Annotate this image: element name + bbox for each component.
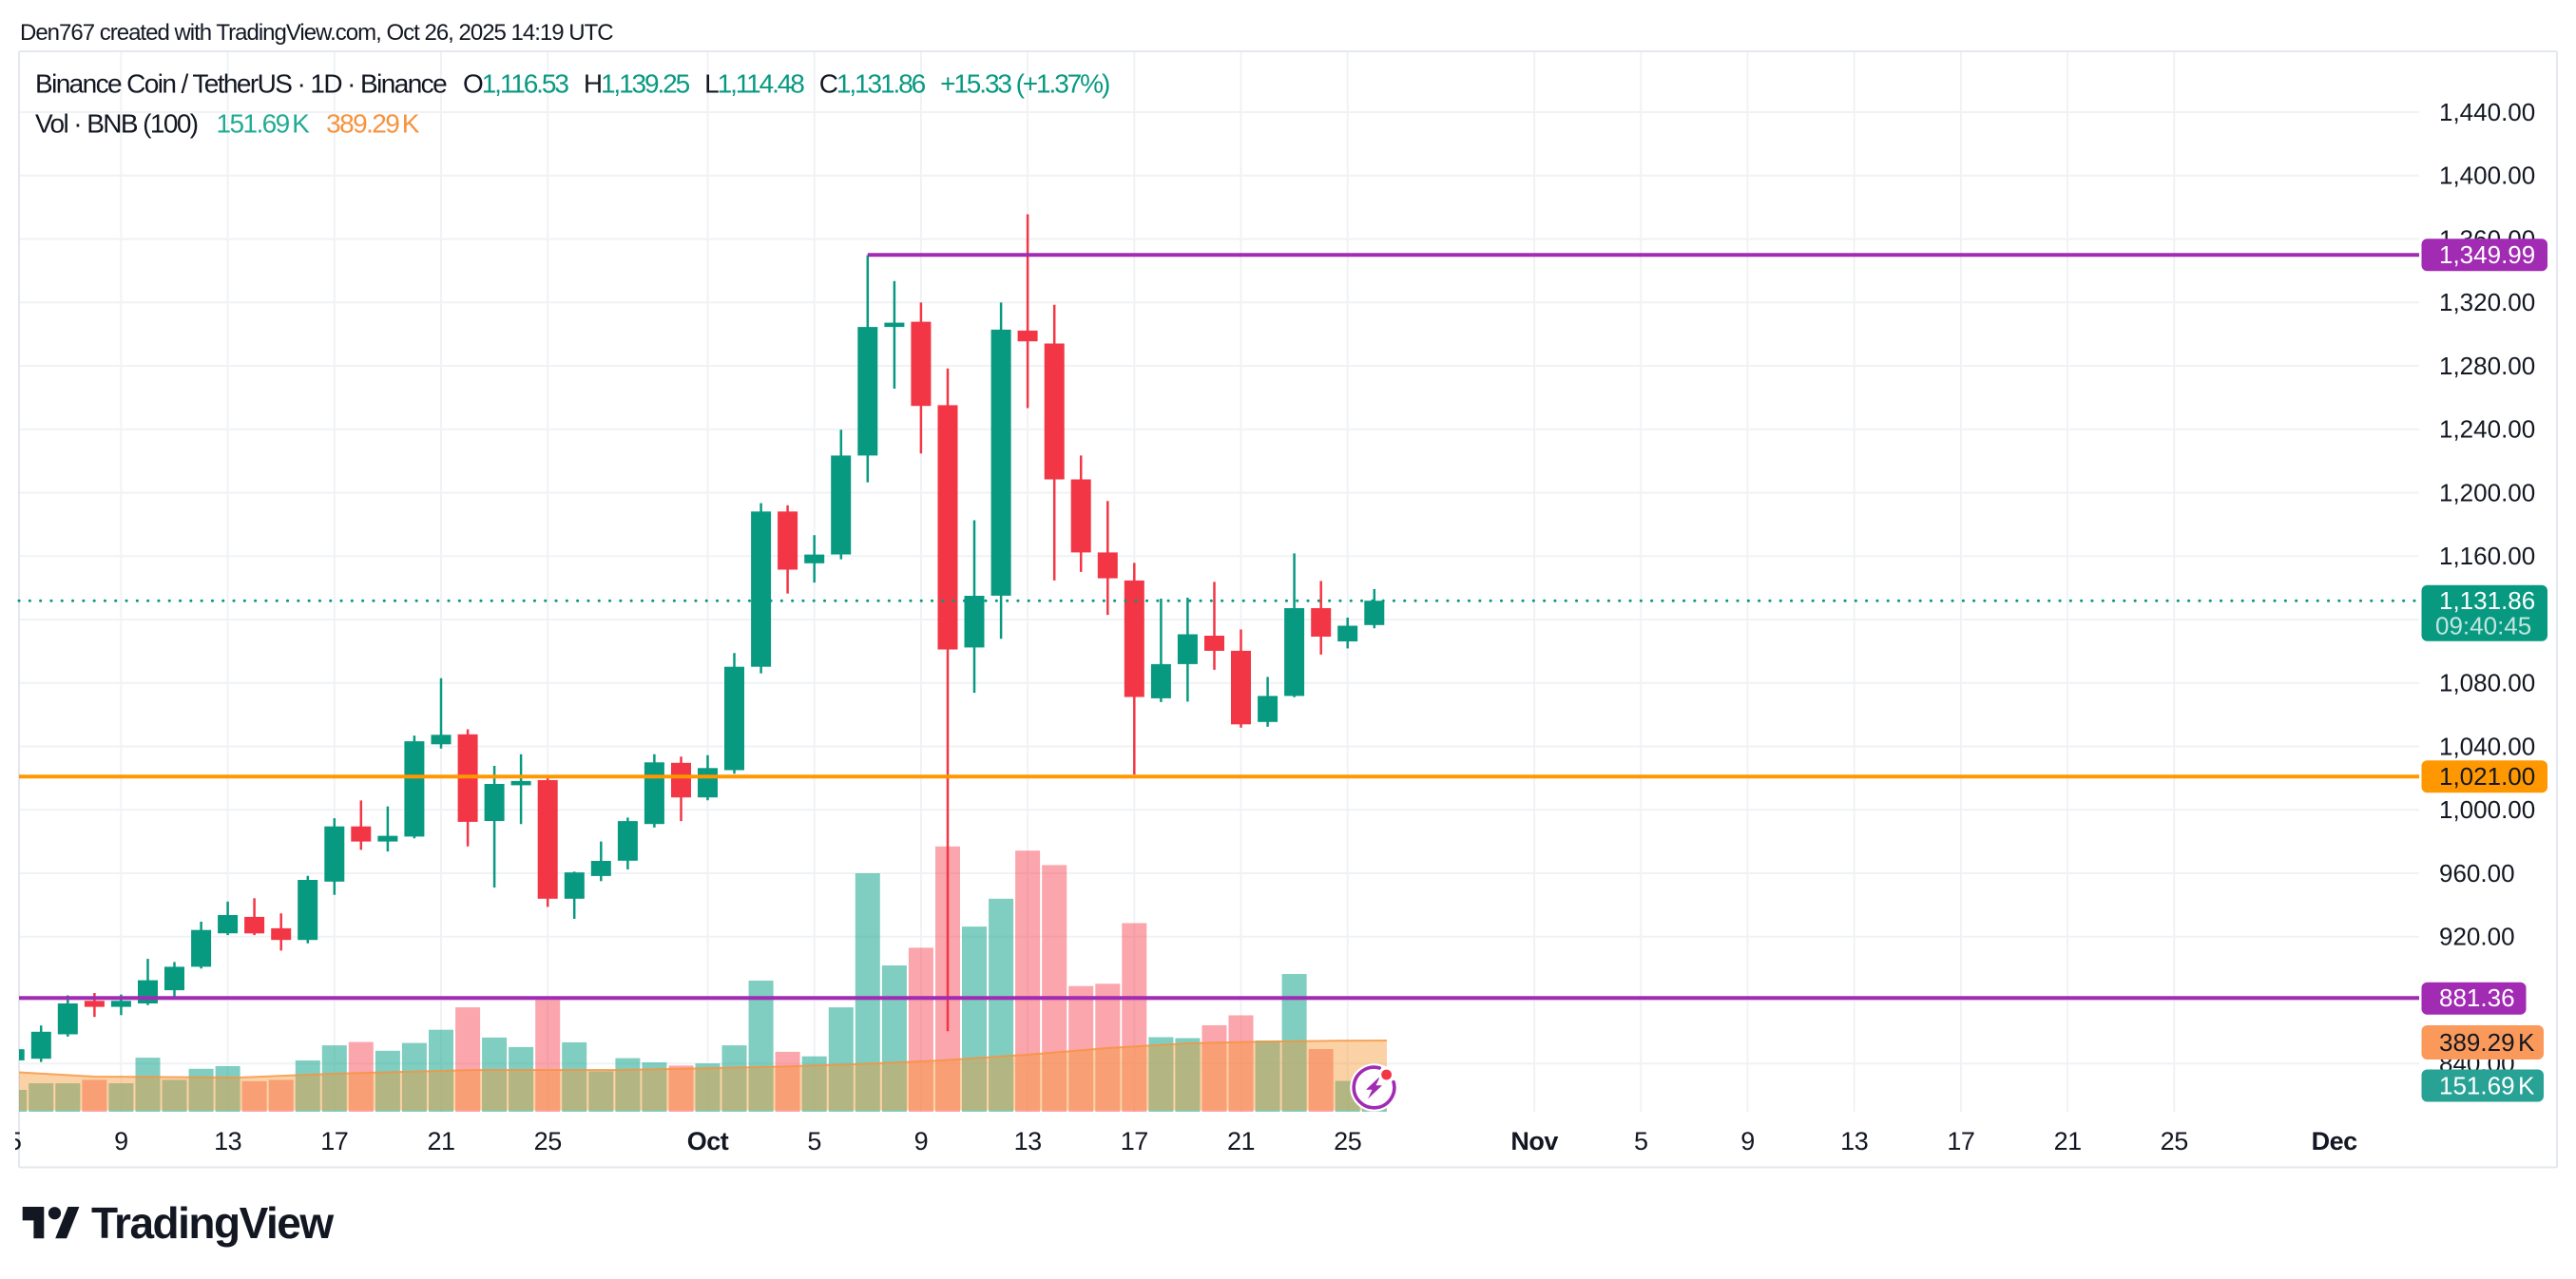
svg-text:5: 5 xyxy=(807,1127,821,1155)
svg-text:17: 17 xyxy=(1947,1127,1974,1155)
svg-text:13: 13 xyxy=(1014,1127,1042,1155)
svg-text:Oct: Oct xyxy=(687,1127,729,1155)
svg-text:1,040.00: 1,040.00 xyxy=(2439,733,2535,761)
svg-text:960.00: 960.00 xyxy=(2439,859,2515,888)
svg-text:09:40:45: 09:40:45 xyxy=(2435,612,2531,640)
svg-text:Den767 created with TradingVie: Den767 created with TradingView.com, Oct… xyxy=(20,20,613,46)
svg-text:1,280.00: 1,280.00 xyxy=(2439,352,2535,380)
svg-text:881.36: 881.36 xyxy=(2439,983,2515,1012)
svg-text:25: 25 xyxy=(2161,1127,2188,1155)
svg-text:Nov: Nov xyxy=(1510,1127,1558,1155)
svg-text:13: 13 xyxy=(1840,1127,1868,1155)
svg-text:9: 9 xyxy=(914,1127,929,1155)
svg-text:9: 9 xyxy=(1740,1127,1755,1155)
svg-text:1,080.00: 1,080.00 xyxy=(2439,669,2535,697)
svg-text:1,000.00: 1,000.00 xyxy=(2439,795,2535,824)
svg-text:Dec: Dec xyxy=(2312,1127,2358,1155)
svg-text:1,440.00: 1,440.00 xyxy=(2439,98,2535,126)
svg-text:1,400.00: 1,400.00 xyxy=(2439,162,2535,190)
svg-text:1,320.00: 1,320.00 xyxy=(2439,288,2535,316)
svg-text:25: 25 xyxy=(1334,1127,1361,1155)
svg-text:Binance Coin / TetherUS · 1D ·: Binance Coin / TetherUS · 1D · Binance xyxy=(35,69,447,99)
svg-text:5: 5 xyxy=(8,1127,22,1155)
svg-text:1,200.00: 1,200.00 xyxy=(2439,479,2535,507)
svg-text:17: 17 xyxy=(320,1127,348,1155)
svg-text:1,160.00: 1,160.00 xyxy=(2439,542,2535,570)
svg-text:920.00: 920.00 xyxy=(2439,923,2515,951)
svg-text:13: 13 xyxy=(214,1127,241,1155)
svg-text:TradingView: TradingView xyxy=(91,1198,334,1248)
svg-text:17: 17 xyxy=(1121,1127,1148,1155)
svg-text:1,240.00: 1,240.00 xyxy=(2439,415,2535,444)
svg-text:5: 5 xyxy=(1634,1127,1648,1155)
svg-text:25: 25 xyxy=(534,1127,562,1155)
svg-text:1,131.86: 1,131.86 xyxy=(2439,586,2535,615)
svg-text:151.69K: 151.69 K xyxy=(2439,1072,2535,1100)
svg-text:389.29K: 389.29 K xyxy=(2439,1028,2535,1057)
svg-text:1,021.00: 1,021.00 xyxy=(2439,762,2535,791)
svg-text:1,349.99: 1,349.99 xyxy=(2439,240,2535,269)
svg-text:21: 21 xyxy=(1227,1127,1255,1155)
svg-text:21: 21 xyxy=(427,1127,454,1155)
svg-text:21: 21 xyxy=(2054,1127,2082,1155)
svg-text:9: 9 xyxy=(114,1127,128,1155)
